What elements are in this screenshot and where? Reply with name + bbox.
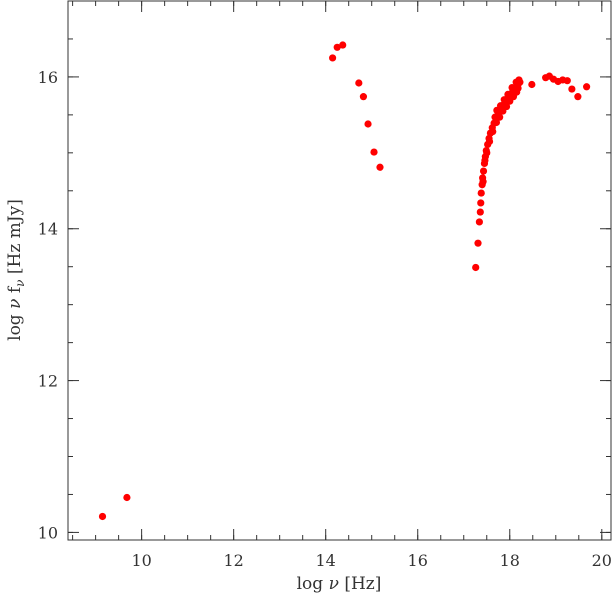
tick-labels: 10 12 14 16 18 20 10 12 14 16 [38, 68, 612, 570]
data-point [479, 167, 488, 175]
data-point [508, 83, 516, 92]
y-axis-label: log ν fν [Hz mJy] [5, 199, 27, 341]
data-point [476, 208, 484, 216]
y-tick-label: 10 [38, 523, 58, 542]
data-point [515, 76, 523, 84]
x-tick-label: 10 [131, 551, 151, 570]
x-tick-label: 18 [500, 551, 520, 570]
data-point [472, 263, 480, 272]
data-point [359, 93, 368, 101]
y-tick-label: 14 [38, 220, 58, 239]
data-point [479, 178, 487, 186]
data-point [489, 127, 497, 136]
data-point [370, 148, 378, 156]
data-points [98, 41, 591, 521]
x-tick-label: 14 [316, 551, 336, 570]
data-point [574, 93, 582, 101]
data-point [507, 93, 515, 102]
data-point [528, 80, 536, 89]
x-axis-label: log ν [Hz] [297, 574, 382, 594]
data-point [123, 493, 131, 502]
data-point [491, 113, 499, 121]
data-point [339, 41, 347, 49]
x-tick-label: 12 [223, 551, 243, 570]
data-point [563, 77, 571, 85]
data-point [474, 239, 482, 247]
data-point [333, 43, 341, 51]
data-point [498, 103, 506, 111]
data-point [483, 149, 491, 157]
data-point [477, 199, 485, 207]
data-point [514, 84, 522, 92]
data-point [485, 137, 494, 146]
plot-frame [67, 0, 612, 541]
data-point [98, 512, 107, 521]
data-point [475, 218, 483, 226]
y-tick-label: 12 [38, 372, 58, 391]
data-point [364, 120, 372, 128]
data-point [355, 79, 363, 87]
data-point [477, 189, 485, 197]
data-point [481, 156, 489, 165]
x-tick-label: 20 [592, 551, 612, 570]
data-point [583, 83, 591, 91]
data-point [500, 96, 508, 104]
axis-ticks [68, 0, 611, 540]
x-tick-label: 16 [408, 551, 428, 570]
data-point [376, 163, 384, 171]
data-point [568, 85, 576, 93]
data-point [328, 54, 337, 62]
y-tick-label: 16 [38, 68, 58, 87]
